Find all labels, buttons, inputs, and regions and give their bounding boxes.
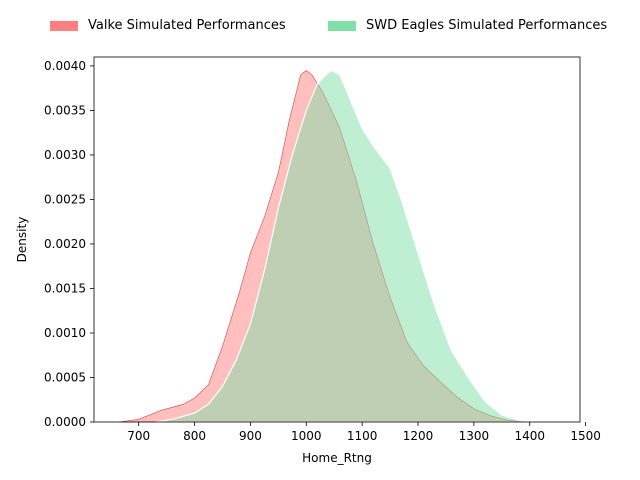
x-tick-label: 1100	[347, 429, 378, 443]
legend-item-swd-eagles: SWD Eagles Simulated Performances	[328, 18, 607, 33]
y-axis-label: Density	[15, 217, 29, 263]
legend-item-valke: Valke Simulated Performances	[50, 18, 286, 33]
x-tick-label: 1400	[514, 429, 545, 443]
x-tick-label: 800	[183, 429, 206, 443]
y-tick-label: 0.0020	[44, 237, 86, 251]
y-tick-label: 0.0000	[44, 415, 86, 429]
x-tick-label: 700	[127, 429, 150, 443]
legend-swatch-swd-eagles	[328, 20, 356, 31]
x-tick-label: 1200	[403, 429, 434, 443]
x-tick-label: 900	[239, 429, 262, 443]
y-tick-label: 0.0030	[44, 148, 86, 162]
x-tick-label: 1300	[459, 429, 490, 443]
legend-label-swd-eagles: SWD Eagles Simulated Performances	[366, 18, 608, 33]
series-area-1	[155, 69, 541, 423]
series-layer	[119, 69, 541, 423]
y-axis: 0.0000 0.0005 0.0010 0.0015 0.0020 0.0025 0.00…	[44, 59, 94, 429]
y-tick-label: 0.0040	[44, 59, 86, 73]
legend: Valke Simulated Performances SWD Eagles …	[50, 18, 630, 36]
x-tick-label: 1000	[291, 429, 322, 443]
y-tick-label: 0.0010	[44, 326, 86, 340]
y-tick-label: 0.0025	[44, 192, 86, 206]
plot-frame	[93, 56, 581, 423]
x-axis: 700 800 900 1000 1100 1200 1300 1400 1500	[127, 422, 601, 443]
y-tick-label: 0.0015	[44, 281, 86, 295]
legend-swatch-valke	[50, 20, 78, 31]
x-axis-label: Home_Rtng	[302, 451, 372, 465]
y-tick-label: 0.0005	[44, 370, 86, 384]
x-tick-label: 1500	[570, 429, 601, 443]
axes-frame	[93, 56, 581, 423]
legend-label-valke: Valke Simulated Performances	[88, 18, 286, 33]
y-tick-label: 0.0035	[44, 103, 86, 117]
